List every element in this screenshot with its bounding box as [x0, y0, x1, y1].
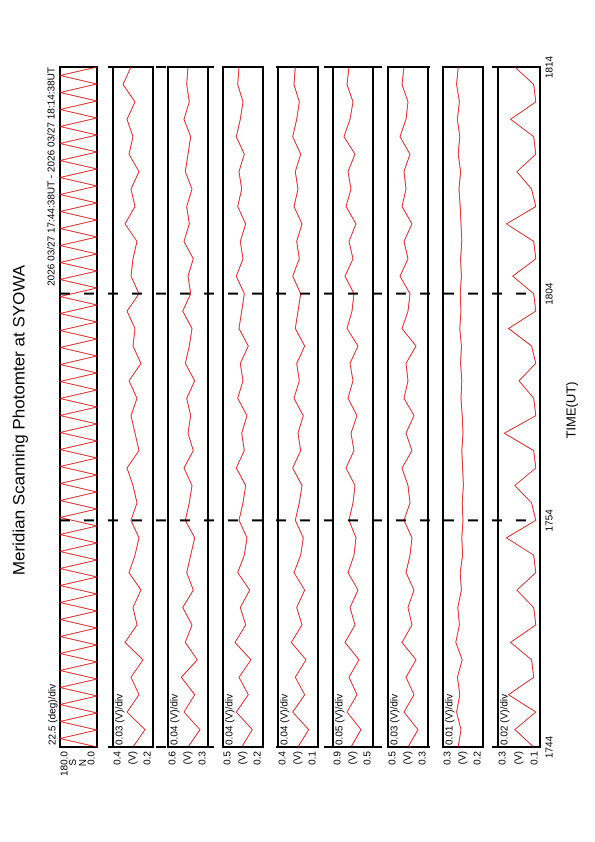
y-tick-label: 0.3 [498, 751, 509, 765]
trace [343, 66, 362, 748]
y-tick-label: 0.9 [333, 751, 344, 765]
unit-label: (V) [514, 751, 525, 764]
y-tick-label: 0.1 [530, 751, 541, 765]
y-tick-label: 0.0 [87, 751, 98, 765]
panel-frame [497, 66, 541, 748]
trace [180, 66, 201, 748]
trace [122, 66, 146, 748]
scale-annotation: 0.04 (V)/div [280, 694, 291, 745]
panel-frame [112, 66, 154, 748]
x-tick-label: 1814 [545, 55, 556, 78]
rotated-plot: Meridian Scanning Photomter at SYOWA 202… [9, 55, 578, 776]
trace [59, 66, 98, 748]
panel-frame [167, 66, 209, 748]
trace [290, 66, 310, 748]
scale-annotation: 0.03 (V)/div [390, 694, 401, 745]
unit-label: (V) [128, 751, 139, 764]
panel-frame [277, 66, 319, 748]
y-tick-label: 0.5 [223, 751, 234, 765]
scale-annotation: 0.04 (V)/div [170, 694, 181, 745]
y-tick-label: 0.3 [198, 751, 209, 765]
panel-frame [332, 66, 374, 748]
y-tick-label: 0.4 [278, 751, 289, 765]
x-axis-title: TIME(UT) [563, 381, 578, 438]
x-tick-label: 1804 [545, 282, 556, 305]
y-tick-label: 0.6 [168, 751, 179, 765]
x-tick-label: 1744 [545, 735, 556, 758]
y-tick-label: 0.4 [113, 751, 124, 765]
y-tick-label: 0.2 [473, 751, 484, 765]
unit-label: (V) [238, 751, 249, 764]
trace [455, 66, 464, 748]
subtitle: 2026 03/27 17:44:38UT - 2026 03/27 18:14… [47, 67, 58, 286]
y-tick-label: 0.2 [143, 751, 154, 765]
unit-label: (V) [458, 751, 469, 764]
panel-frame [442, 66, 484, 748]
scale-annotation: 22.5 (deg)/div [48, 684, 59, 745]
y-tick-label: 0.2 [253, 751, 264, 765]
trace [234, 66, 253, 748]
scale-annotation: 0.02 (V)/div [500, 694, 511, 745]
scan-label: S [68, 759, 79, 766]
title: Meridian Scanning Photomter at SYOWA [9, 264, 28, 575]
panel-frame [59, 66, 98, 748]
y-tick-label: 180.0 [60, 751, 71, 776]
y-tick-label: 0.3 [418, 751, 429, 765]
scale-annotation: 0.03 (V)/div [115, 694, 126, 745]
trace [503, 66, 537, 748]
panel-frame [387, 66, 429, 748]
unit-label: (V) [183, 751, 194, 764]
x-tick-label: 1754 [545, 509, 556, 532]
trace [399, 66, 419, 748]
scale-annotation: 0.04 (V)/div [225, 694, 236, 745]
unit-label: (V) [403, 751, 414, 764]
unit-label: (V) [293, 751, 304, 764]
y-tick-label: 0.5 [388, 751, 399, 765]
unit-label: (V) [348, 751, 359, 764]
scale-annotation: 0.01 (V)/div [445, 694, 456, 745]
y-tick-label: 0.3 [443, 751, 454, 765]
y-tick-label: 0.5 [363, 751, 374, 765]
y-tick-label: 0.1 [308, 751, 319, 765]
panel-frame [222, 66, 264, 748]
scale-annotation: 0.05 (V)/div [335, 694, 346, 745]
scan-label: N [78, 759, 89, 766]
